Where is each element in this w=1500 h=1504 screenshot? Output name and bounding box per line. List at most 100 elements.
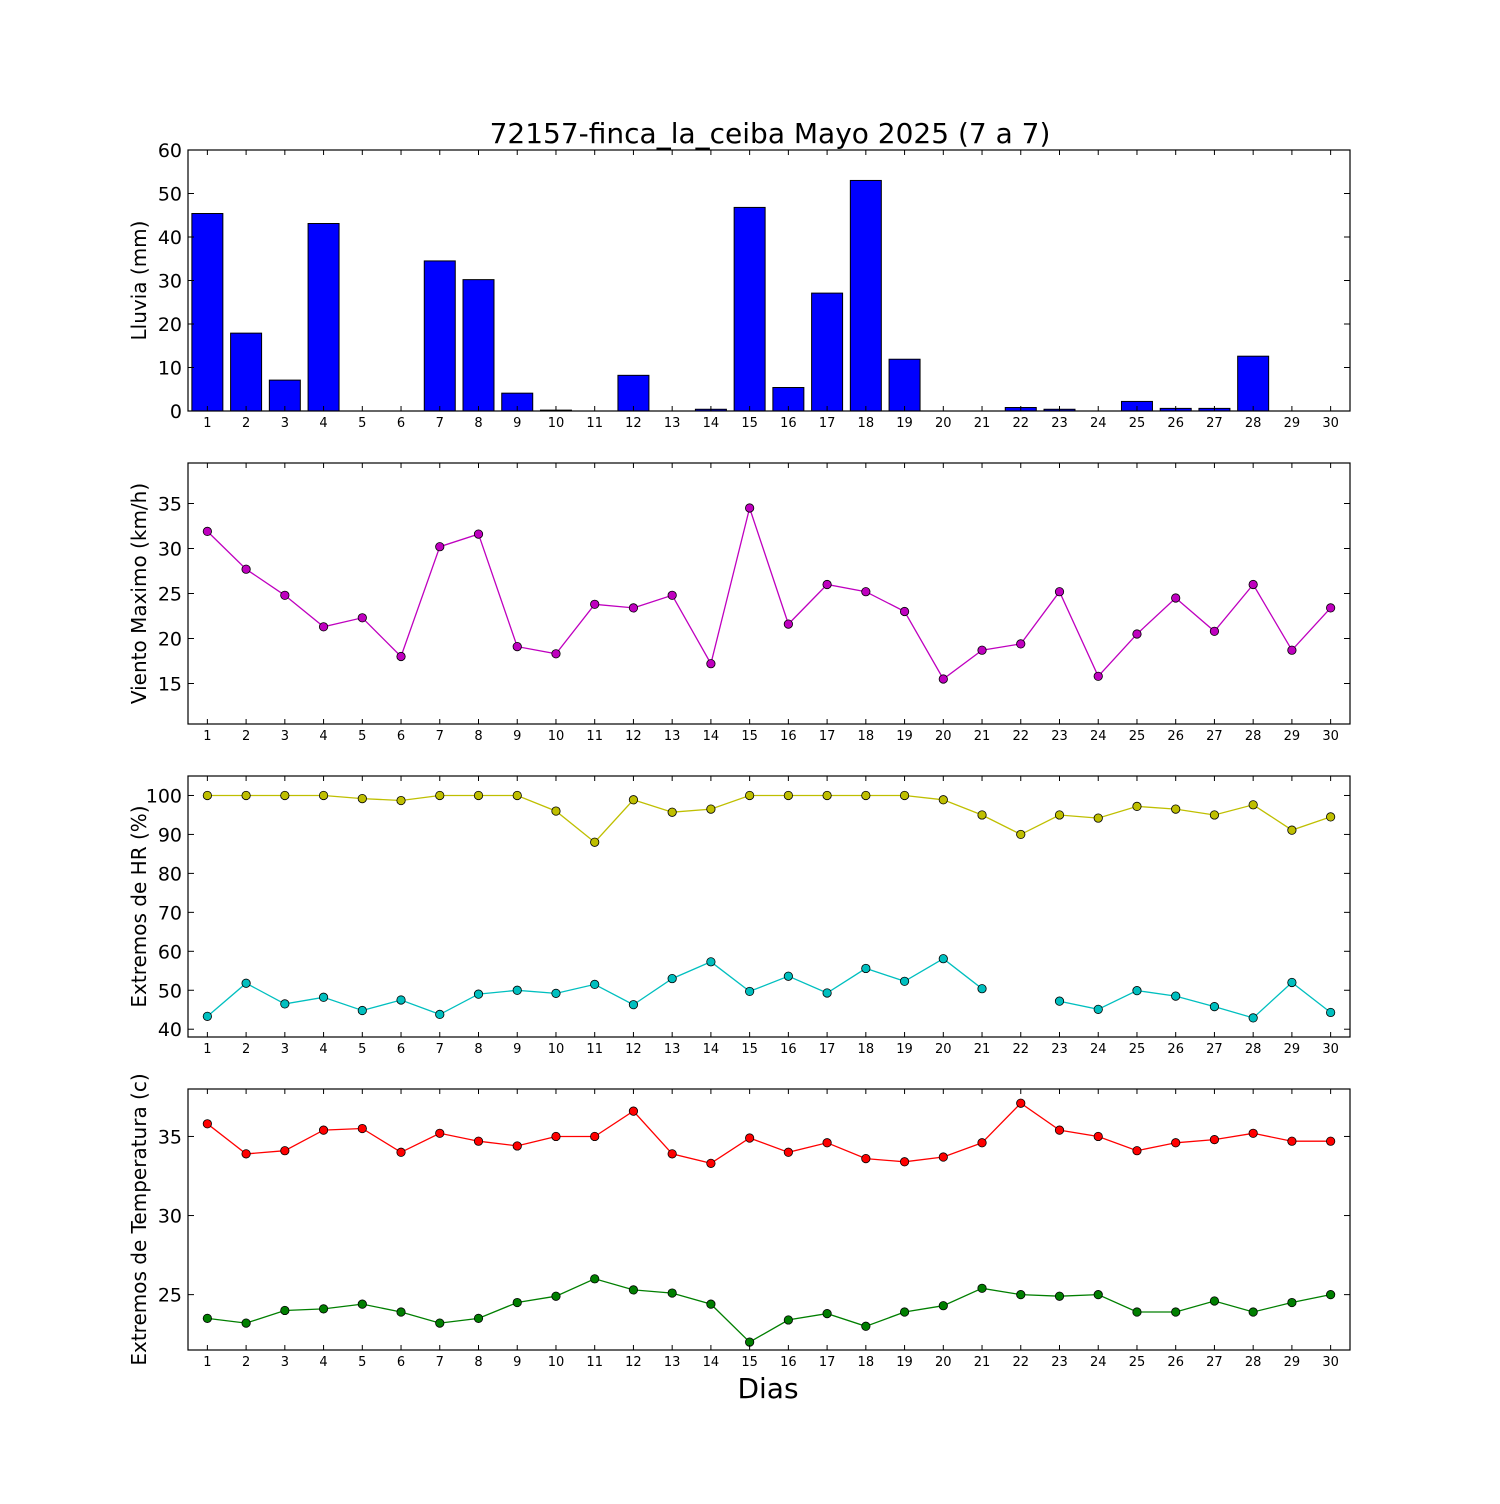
point-s1-day-29	[1287, 645, 1297, 655]
x-tick-label: 8	[474, 1355, 482, 1370]
x-tick-label: 23	[1051, 1042, 1068, 1057]
point-s1-day-3	[280, 590, 290, 600]
point-s2-day-3	[280, 1305, 290, 1316]
x-tick-label: 12	[625, 416, 642, 431]
point-s1-day-5	[357, 793, 367, 804]
point-s2-day-15	[745, 986, 755, 997]
series-line-2	[207, 1278, 1331, 1343]
point-s1-day-20	[938, 795, 948, 805]
point-s1-day-28	[1248, 1128, 1258, 1138]
y-tick-label: 40	[158, 227, 182, 249]
point-s1-day-2	[241, 564, 251, 574]
point-s2-day-25	[1132, 986, 1142, 996]
x-tick-label: 6	[397, 416, 405, 431]
point-s1-day-4	[318, 1125, 329, 1135]
x-tick-label: 8	[474, 729, 482, 744]
y-tick-label: 30	[158, 271, 182, 293]
x-tick-label: 1	[203, 1355, 211, 1370]
point-s1-day-14	[706, 804, 716, 814]
point-s2-day-18	[861, 963, 871, 974]
x-tick-label: 23	[1051, 1355, 1068, 1370]
point-s1-day-15	[745, 790, 755, 801]
x-tick-label: 16	[780, 1355, 797, 1370]
x-tick-label: 5	[358, 1355, 366, 1370]
point-s1-day-29	[1287, 825, 1297, 835]
point-s2-day-22	[1016, 1290, 1026, 1300]
y-tick-label: 35	[158, 494, 182, 516]
x-tick-label: 22	[1012, 729, 1029, 744]
point-s2-day-23	[1054, 1291, 1065, 1301]
point-s1-day-27	[1209, 1135, 1220, 1145]
point-s2-day-24	[1093, 1004, 1103, 1014]
point-s2-day-5	[357, 1299, 367, 1309]
y-tick-label: 50	[158, 980, 182, 1002]
x-tick-label: 4	[319, 416, 327, 431]
x-tick-label: 21	[974, 1355, 991, 1370]
x-tick-label: 7	[436, 729, 444, 744]
point-s1-day-7	[435, 1128, 445, 1138]
y-tick-label: 60	[158, 140, 182, 162]
x-tick-label: 21	[974, 729, 991, 744]
point-s1-day-24	[1093, 671, 1103, 681]
point-s1-day-10	[551, 1131, 561, 1142]
x-tick-label: 15	[741, 729, 758, 744]
point-s2-day-29	[1287, 1297, 1297, 1308]
x-tick-label: 16	[780, 729, 797, 744]
x-tick-label: 25	[1129, 416, 1146, 431]
point-s1-day-21	[977, 645, 987, 655]
point-s1-day-19	[899, 1157, 910, 1167]
x-tick-label: 28	[1245, 1355, 1262, 1370]
point-s2-day-5	[357, 1005, 367, 1016]
x-tick-label: 17	[819, 729, 836, 744]
x-tick-label: 21	[974, 1042, 991, 1057]
point-s1-day-6	[396, 651, 406, 662]
point-s2-day-14	[706, 957, 716, 967]
point-s2-day-8	[473, 989, 484, 999]
point-s2-day-29	[1287, 977, 1297, 988]
x-tick-label: 5	[358, 729, 366, 744]
x-tick-label: 12	[625, 1042, 642, 1057]
point-s2-day-10	[551, 1291, 561, 1301]
x-tick-label: 15	[741, 1355, 758, 1370]
x-tick-label: 10	[548, 729, 565, 744]
point-s1-day-26	[1171, 804, 1181, 814]
point-s2-day-10	[551, 988, 561, 998]
x-tick-label: 11	[586, 1355, 603, 1370]
point-s2-day-7	[435, 1009, 445, 1020]
x-tick-label: 22	[1012, 1355, 1029, 1370]
point-s1-day-22	[1016, 1098, 1026, 1108]
x-tick-label: 24	[1090, 1042, 1107, 1057]
y-tick-label: 30	[158, 1206, 182, 1228]
x-tick-label: 12	[625, 729, 642, 744]
x-tick-label: 17	[819, 416, 836, 431]
point-s1-day-18	[861, 1154, 871, 1164]
bar-day-7	[423, 260, 456, 412]
point-s1-day-1	[202, 526, 212, 537]
series-line-1	[207, 1102, 1331, 1164]
point-s1-day-30	[1326, 812, 1336, 822]
point-s2-day-8	[473, 1313, 484, 1323]
point-s1-day-26	[1171, 593, 1181, 603]
bar-day-18	[849, 179, 882, 412]
x-tick-label: 17	[819, 1355, 836, 1370]
point-s2-day-21	[977, 1283, 987, 1293]
point-s2-day-11	[590, 1274, 600, 1284]
point-s1-day-23	[1054, 1125, 1065, 1135]
x-tick-label: 19	[896, 729, 913, 744]
point-s1-day-12	[628, 795, 639, 805]
x-tick-label: 29	[1284, 416, 1301, 431]
x-tick-label: 27	[1206, 1355, 1223, 1370]
y-tick-label: 15	[158, 674, 182, 696]
point-s2-day-9	[512, 985, 522, 995]
x-tick-label: 28	[1245, 416, 1262, 431]
plot-frame	[187, 1088, 1351, 1351]
point-s1-day-12	[628, 1106, 639, 1116]
x-tick-label: 14	[703, 729, 720, 744]
x-tick-label: 20	[935, 729, 952, 744]
point-s1-day-30	[1326, 603, 1336, 613]
point-s2-day-16	[783, 971, 793, 981]
x-tick-label: 11	[586, 1042, 603, 1057]
